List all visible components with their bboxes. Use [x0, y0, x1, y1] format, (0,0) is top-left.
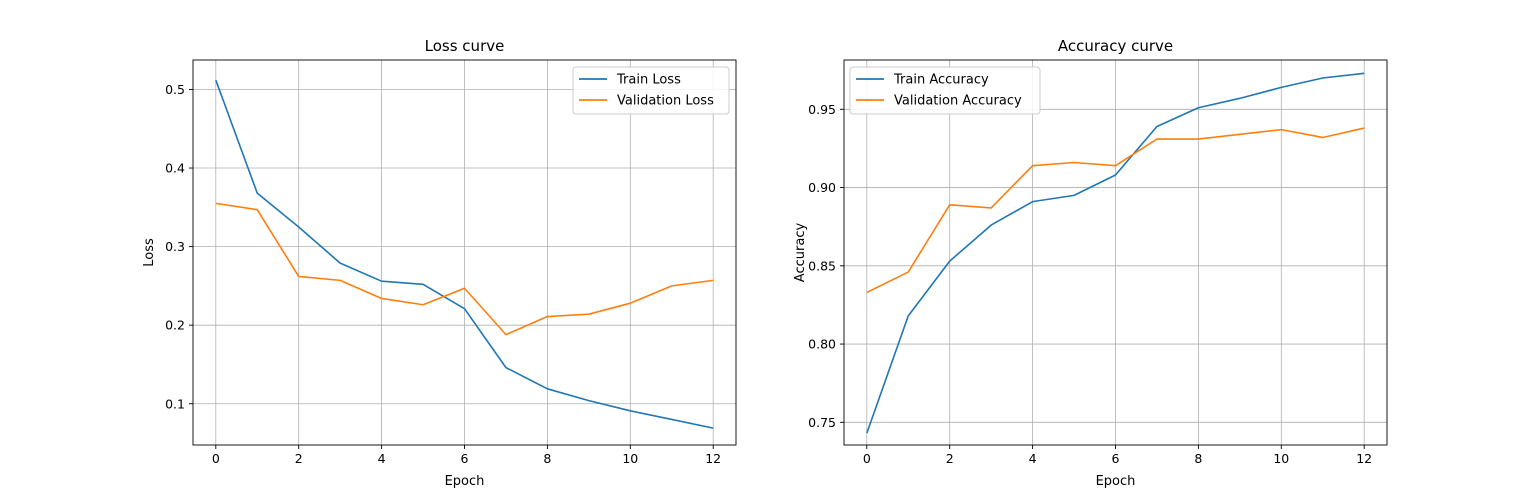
loss-legend: Train Loss Validation Loss [572, 66, 730, 115]
loss-x-tick-label: 0 [212, 451, 220, 466]
accuracy-x-tick-label: 4 [1029, 451, 1037, 466]
accuracy-legend-label: Validation Accuracy [894, 94, 1022, 109]
loss-x-tick-label: 2 [295, 451, 303, 466]
accuracy-x-tick-label: 6 [1112, 451, 1120, 466]
accuracy-series-line-train [866, 72, 1365, 434]
loss-x-tick-label: 10 [622, 451, 638, 466]
accuracy-x-tick-label: 8 [1194, 451, 1202, 466]
loss-x-tick-label: 12 [705, 451, 721, 466]
accuracy-y-tick-label: 0.75 [808, 415, 836, 430]
loss-y-tick-label: 0.2 [165, 318, 185, 333]
accuracy-x-axis-label: Epoch [1096, 474, 1136, 489]
accuracy-legend-label: Train Accuracy [893, 73, 989, 88]
loss-legend-label: Validation Loss [617, 94, 714, 109]
accuracy-legend: Train Accuracy Validation Accuracy [849, 66, 1041, 115]
accuracy-y-tick-label: 0.80 [808, 337, 836, 352]
accuracy-chart: 0 2 4 6 8 10 12 0.75 0.80 0.85 0.90 0.95 Accuracy cu… [793, 37, 1388, 489]
loss-x-tick-label: 8 [543, 451, 551, 466]
accuracy-series-line-validation [866, 127, 1365, 294]
loss-x-tick-label: 6 [461, 451, 469, 466]
accuracy-x-tick-label: 12 [1356, 451, 1372, 466]
accuracy-x-tick-label: 10 [1273, 451, 1289, 466]
loss-series-line-validation [215, 202, 714, 336]
loss-y-tick-label: 0.5 [165, 82, 185, 97]
loss-legend-box [572, 66, 730, 115]
accuracy-chart-title: Accuracy curve [1058, 37, 1173, 55]
loss-y-tick-label: 0.4 [165, 161, 185, 176]
loss-y-tick-label: 0.3 [165, 239, 185, 254]
loss-y-axis-label: Loss [142, 238, 157, 267]
loss-x-axis-label: Epoch [445, 474, 485, 489]
accuracy-legend-box [849, 66, 1041, 115]
accuracy-y-tick-label: 0.85 [808, 258, 836, 273]
accuracy-x-tick-label: 0 [863, 451, 871, 466]
accuracy-y-tick-label: 0.95 [808, 102, 836, 117]
loss-x-tick-label: 4 [378, 451, 386, 466]
loss-chart: 0 2 4 6 8 10 12 0.1 0.2 0.3 0.4 0.5 Loss curve Epoch L… [142, 37, 737, 489]
loss-y-tick-label: 0.1 [165, 396, 185, 411]
loss-chart-title: Loss curve [425, 37, 505, 55]
accuracy-y-tick-label: 0.90 [808, 180, 836, 195]
loss-legend-label: Train Loss [616, 73, 681, 88]
loss-series-line-train [215, 79, 714, 429]
accuracy-y-axis-label: Accuracy [793, 223, 808, 283]
accuracy-x-tick-label: 2 [946, 451, 954, 466]
